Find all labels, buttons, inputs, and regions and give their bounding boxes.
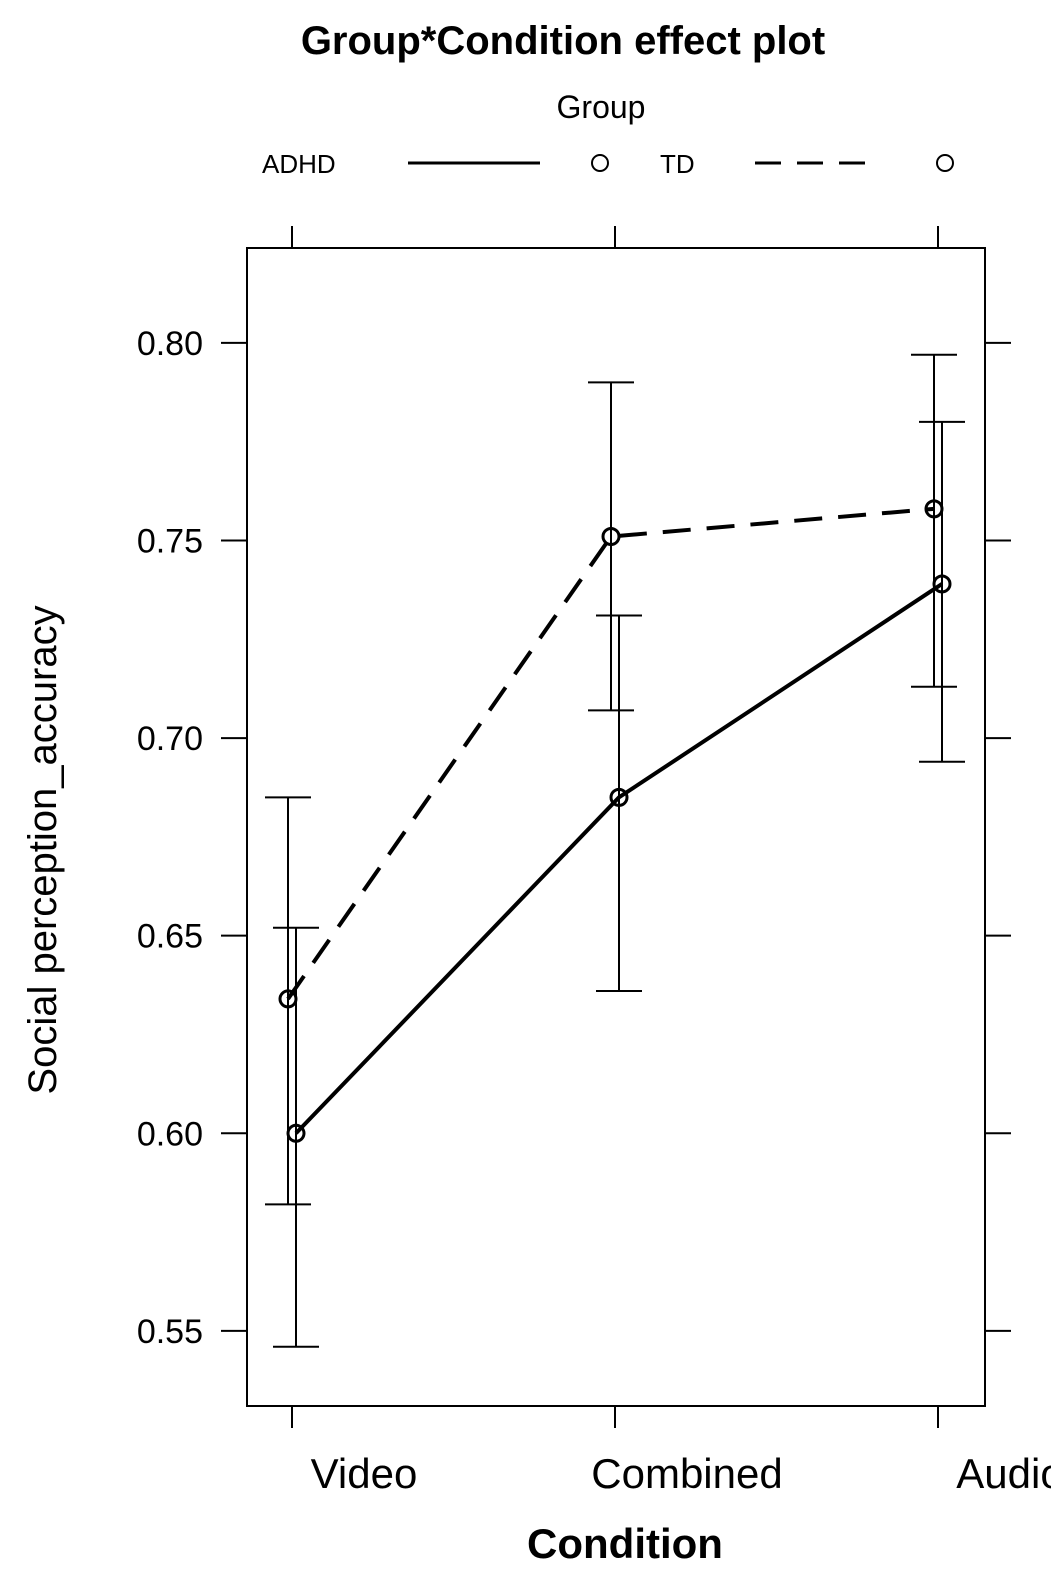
chart-title: Group*Condition effect plot xyxy=(301,19,825,63)
y-axis-label: Social perception_accuracy xyxy=(21,605,65,1094)
series-line xyxy=(286,506,935,1001)
x-tick-label: Audio xyxy=(956,1450,1051,1497)
legend-label-td: TD xyxy=(660,149,695,179)
series-layer xyxy=(265,353,965,1348)
y-tick-label: 0.80 xyxy=(137,325,203,363)
legend-marker-adhd xyxy=(591,154,609,172)
series-td xyxy=(265,353,957,1206)
legend-title: Group xyxy=(557,89,646,125)
legend-label-adhd: ADHD xyxy=(262,149,336,179)
data-point xyxy=(601,527,621,547)
y-tick-label: 0.65 xyxy=(137,918,203,956)
x-tick-label: Combined xyxy=(591,1450,782,1497)
plot-frame xyxy=(246,247,986,1407)
legend: ADHD TD xyxy=(262,149,954,179)
series-line xyxy=(294,582,944,1135)
x-tick-label: Video xyxy=(311,1450,418,1497)
legend-marker-td xyxy=(936,154,954,172)
y-tick-label: 0.70 xyxy=(137,720,203,758)
y-tick-label: 0.55 xyxy=(137,1313,203,1351)
data-point xyxy=(278,989,298,1009)
x-axis-label: Condition xyxy=(527,1520,723,1567)
series-adhd xyxy=(273,420,965,1348)
data-point xyxy=(924,499,944,519)
axes: 0.55 0.60 0.65 0.70 0.75 0.80 Video Combined Aud… xyxy=(137,226,1051,1497)
y-tick-label: 0.75 xyxy=(137,522,203,560)
data-point xyxy=(609,787,629,807)
y-tick-label: 0.60 xyxy=(137,1115,203,1153)
